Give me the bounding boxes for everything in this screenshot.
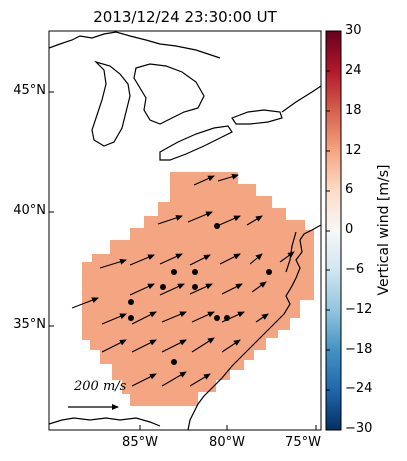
wind-vector: [251, 281, 267, 293]
station-dot: [224, 315, 230, 321]
wind-vector: [99, 258, 127, 269]
station-dot: [214, 315, 220, 321]
colorbar-tick-label: 6: [345, 182, 354, 197]
colorbar-tick-label: −18: [345, 342, 373, 357]
lon-label-75w: 75°W: [285, 435, 321, 450]
colorbar-tick-label: −12: [345, 302, 373, 317]
wind-vector: [221, 283, 243, 295]
wind-vector: [279, 251, 295, 263]
colorbar-ticks: [326, 70, 330, 391]
wind-vector: [131, 339, 157, 353]
colorbar-tick-label: 18: [345, 103, 362, 118]
colorbar-tick-label: −24: [345, 381, 373, 396]
wind-vector: [131, 311, 157, 325]
chart-title: 2013/12/24 23:30:00 UT: [93, 8, 277, 26]
wind-vector: [249, 253, 263, 265]
wind-vector: [189, 283, 213, 295]
wind-vector: [71, 297, 99, 309]
wind-vector: [159, 283, 185, 296]
colorbar-tick-label: −6: [345, 262, 365, 277]
station-dot: [171, 359, 177, 365]
coastlines: [49, 31, 321, 430]
wind-vector: [216, 215, 241, 227]
station-dot: [192, 284, 198, 290]
wind-field: [82, 172, 314, 406]
station-dot: [266, 269, 272, 275]
colorbar-tick-label: −30: [345, 421, 373, 436]
lat-label-45: 45°N: [13, 83, 46, 98]
wind-vector: [246, 215, 263, 226]
wind-vector: [161, 311, 187, 323]
station-dot: [214, 223, 220, 229]
wind-vector: [161, 339, 187, 353]
wind-vector: [187, 211, 213, 223]
scale-label: 200 m/s: [74, 379, 127, 394]
colorbar-tick-label: 30: [345, 23, 362, 38]
station-dot: [160, 284, 166, 290]
wind-vector: [129, 283, 155, 296]
wind-vector: [129, 254, 155, 266]
colorbar-tick-label: 24: [345, 63, 362, 78]
station-dot: [128, 315, 134, 321]
wind-vector: [131, 373, 157, 387]
wind-vector: [101, 339, 127, 353]
wind-vector: [217, 173, 239, 182]
wind-vector: [219, 253, 241, 265]
lon-label-80w: 80°W: [209, 435, 245, 450]
colorbar-label: Vertical wind [m/s]: [376, 164, 392, 296]
lat-label-35: 35°N: [13, 317, 46, 332]
wind-vector: [191, 311, 215, 323]
lon-label-85w: 85°W: [122, 435, 158, 450]
wind-vector: [189, 373, 211, 387]
wind-vector: [255, 313, 269, 323]
stations: [128, 223, 272, 365]
colorbar-tick-label: 12: [345, 143, 362, 158]
wind-vector: [193, 175, 215, 186]
station-dot: [192, 269, 198, 275]
wind-vector: [157, 215, 183, 225]
wind-vector: [191, 337, 215, 353]
wind-vector: [159, 253, 183, 265]
wind-vector: [161, 371, 187, 387]
wind-vector: [101, 313, 127, 325]
wind-vector: [189, 254, 211, 266]
station-dot: [171, 269, 177, 275]
wind-vector: [221, 339, 241, 353]
station-dot: [128, 299, 134, 305]
lat-label-40: 40°N: [13, 203, 46, 218]
colorbar-tick-label: 0: [345, 222, 354, 237]
wind-vectors: [71, 173, 295, 387]
axis-ticks: [49, 91, 317, 430]
map-frame: [48, 30, 322, 431]
